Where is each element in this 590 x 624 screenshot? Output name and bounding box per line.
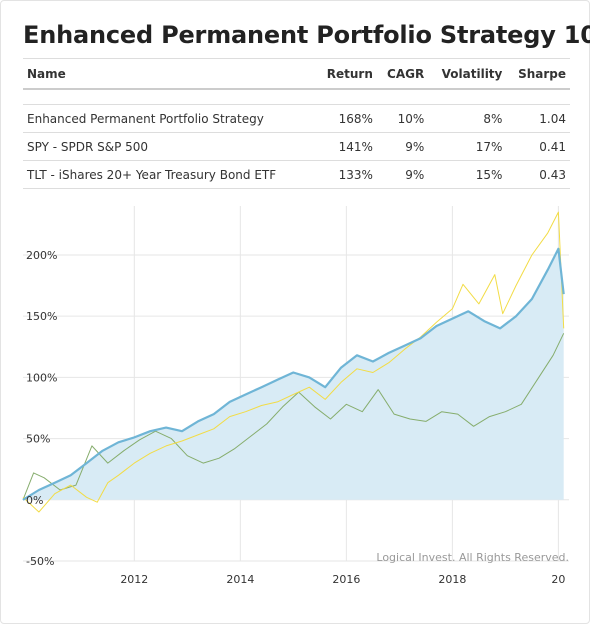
row-sharpe: 0.41 bbox=[506, 132, 570, 161]
tlt-line bbox=[22, 333, 565, 500]
row-sharpe: 1.04 bbox=[506, 104, 570, 133]
y-tick-label: 100% bbox=[26, 371, 57, 384]
row-cagr: 9% bbox=[376, 132, 429, 161]
stats-header-row: Name Return CAGR Volatility Sharpe bbox=[23, 58, 570, 90]
x-tick-label: 2016 bbox=[332, 573, 360, 586]
row-volatility: 15% bbox=[428, 160, 507, 189]
y-tick-label: 150% bbox=[26, 310, 57, 323]
table-row: SPY - SPDR S&P 500 141% 9% 17% 0.41 bbox=[23, 132, 570, 161]
table-row: Enhanced Permanent Portfolio Strategy 16… bbox=[23, 104, 570, 133]
x-tick-label: 2018 bbox=[438, 573, 466, 586]
x-tick-label: 20 bbox=[551, 573, 565, 586]
row-volatility: 17% bbox=[428, 132, 507, 161]
table-row: TLT - iShares 20+ Year Treasury Bond ETF… bbox=[23, 160, 570, 189]
spy-line bbox=[22, 211, 565, 513]
row-name: Enhanced Permanent Portfolio Strategy bbox=[23, 104, 316, 133]
row-name: TLT - iShares 20+ Year Treasury Bond ETF bbox=[23, 160, 316, 189]
row-sharpe: 0.43 bbox=[506, 160, 570, 189]
row-volatility: 8% bbox=[428, 104, 507, 133]
strategy-line bbox=[22, 247, 565, 501]
row-return: 141% bbox=[315, 132, 377, 161]
x-tick-label: 2014 bbox=[226, 573, 254, 586]
row-return: 168% bbox=[315, 104, 377, 133]
column-header-return: Return bbox=[315, 58, 377, 90]
y-tick-label: 200% bbox=[26, 249, 57, 262]
table-spacer-row bbox=[23, 89, 570, 105]
strategy-area bbox=[23, 248, 564, 500]
y-tick-label: 50% bbox=[26, 433, 50, 446]
column-header-name: Name bbox=[23, 58, 316, 90]
row-cagr: 10% bbox=[376, 104, 429, 133]
row-name: SPY - SPDR S&P 500 bbox=[23, 132, 316, 161]
y-tick-label: -50% bbox=[26, 555, 54, 568]
y-tick-label: 0% bbox=[26, 494, 43, 507]
copyright-credit: Logical Invest. All Rights Reserved. bbox=[376, 551, 569, 564]
column-header-sharpe: Sharpe bbox=[506, 58, 570, 90]
row-cagr: 9% bbox=[376, 160, 429, 189]
row-return: 133% bbox=[315, 160, 377, 189]
stats-table: Name Return CAGR Volatility Sharpe Enhan… bbox=[23, 58, 570, 189]
column-header-volatility: Volatility bbox=[428, 58, 507, 90]
column-header-cagr: CAGR bbox=[376, 58, 429, 90]
x-tick-label: 2012 bbox=[120, 573, 148, 586]
chart-title: Enhanced Permanent Portfolio Strategy 10… bbox=[23, 21, 590, 49]
performance-chart: 200%150%100%50%0%-50%2012 2014 2016 2018 20 … bbox=[22, 206, 569, 586]
